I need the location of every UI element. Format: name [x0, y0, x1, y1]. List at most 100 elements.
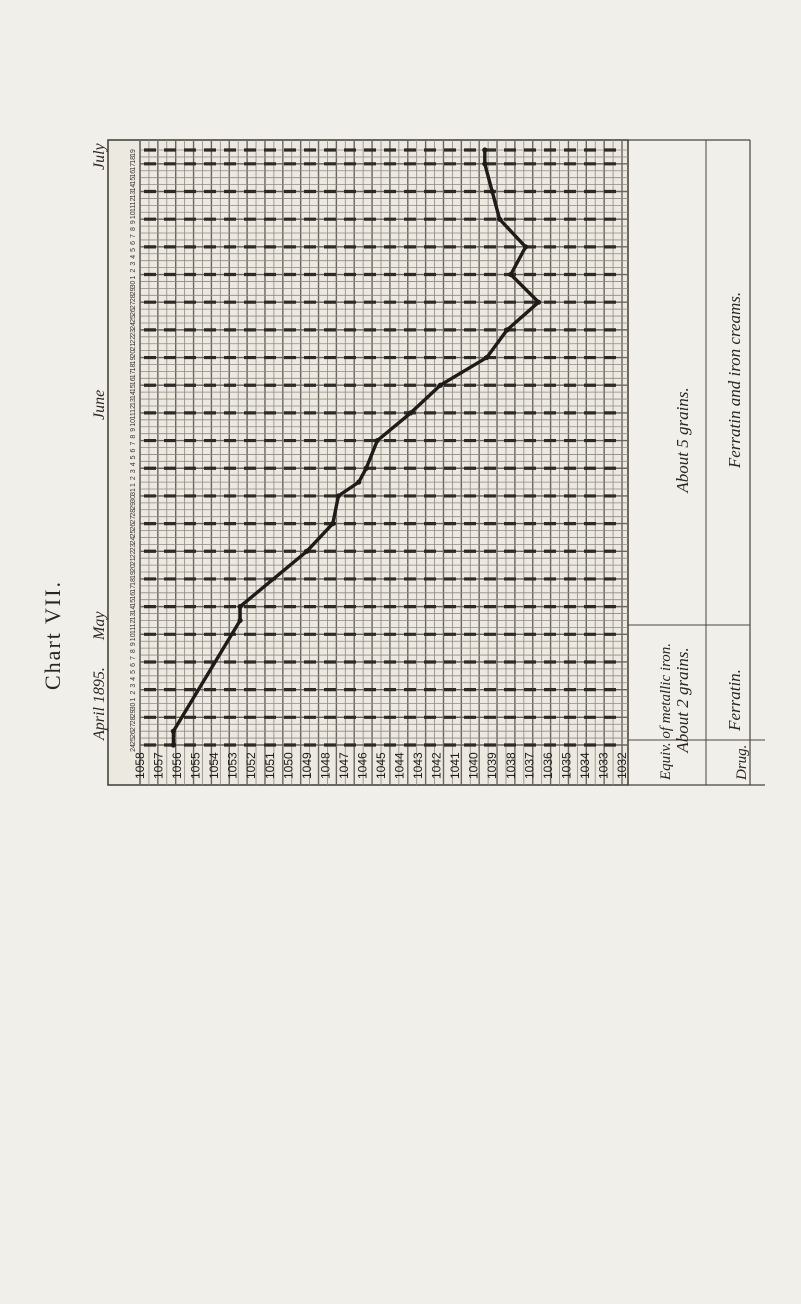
date-tick-label: 26 [130, 308, 137, 316]
date-tick-label: 7 [130, 234, 137, 238]
date-tick-label: 2 [130, 269, 137, 273]
date-tick-label: 24 [130, 744, 137, 752]
data-point [482, 161, 488, 167]
y-tick-label: 1053 [226, 752, 240, 779]
y-tick-label: 1033 [596, 752, 610, 779]
date-tick-label: 9 [130, 220, 137, 224]
data-point [437, 382, 443, 388]
date-tick-label: 27 [130, 301, 137, 309]
data-point [484, 354, 490, 361]
date-ticks: 2425262728293012345678910111213141516171… [130, 149, 137, 752]
date-tick-label: 11 [130, 412, 137, 419]
data-point [237, 604, 243, 610]
data-point [489, 188, 495, 195]
y-tick-label: 1037 [522, 752, 536, 779]
data-point [356, 479, 362, 485]
period-1-amount: About 5 grains. [673, 387, 692, 493]
date-tick-label: 9 [130, 642, 137, 646]
date-tick-label: 13 [130, 613, 137, 621]
date-tick-label: 19 [130, 149, 137, 157]
date-tick-label: 14 [130, 184, 137, 192]
date-tick-label: 14 [130, 606, 137, 614]
date-tick-label: 3 [130, 469, 137, 473]
date-tick-label: 30 [130, 495, 137, 503]
date-tick-label: 16 [130, 377, 137, 385]
data-point [504, 327, 510, 333]
date-tick-label: 27 [130, 723, 137, 731]
y-tick-label: 1046 [355, 752, 369, 779]
date-tick-label: 8 [130, 227, 137, 231]
data-point [363, 465, 369, 471]
date-tick-label: 12 [130, 405, 137, 413]
date-tick-label: 15 [130, 177, 137, 185]
date-tick-label: 1 [130, 483, 137, 487]
date-tick-label: 13 [130, 191, 137, 199]
y-tick-label: 1043 [411, 752, 425, 779]
date-tick-label: 19 [130, 357, 137, 365]
date-tick-label: 16 [130, 592, 137, 600]
date-tick-label: 29 [130, 502, 137, 510]
data-point [304, 548, 310, 554]
date-tick-label: 18 [130, 156, 137, 164]
date-tick-label: 5 [130, 455, 137, 459]
date-tick-label: 20 [130, 564, 137, 572]
gravity-trace [170, 147, 542, 748]
y-tick-label: 1035 [559, 752, 573, 779]
data-point [335, 493, 341, 499]
y-tick-label: 1057 [152, 752, 166, 779]
date-tick-label: 24 [130, 536, 137, 544]
date-tick-label: 10 [130, 419, 137, 427]
date-tick-label: 24 [130, 322, 137, 330]
date-tick-label: 6 [130, 241, 137, 245]
y-tick-label: 1048 [318, 752, 332, 779]
date-tick-label: 1 [130, 275, 137, 279]
date-tick-label: 1 [130, 698, 137, 702]
y-tick-label: 1039 [485, 752, 499, 779]
data-point [374, 437, 380, 444]
date-tick-label: 18 [130, 363, 137, 371]
date-tick-label: 22 [130, 336, 137, 344]
y-tick-label: 1038 [504, 752, 518, 779]
y-tick-label: 1049 [300, 752, 314, 779]
date-tick-label: 31 [130, 488, 137, 496]
y-tick-label: 1044 [393, 752, 407, 779]
date-tick-label: 23 [130, 329, 137, 337]
date-tick-label: 15 [130, 384, 137, 392]
period-2-drug: Ferratin. [725, 669, 744, 732]
data-point [523, 244, 529, 250]
date-tick-label: 22 [130, 550, 137, 558]
date-tick-label: 5 [130, 248, 137, 252]
date-tick-label: 23 [130, 543, 137, 551]
data-point [497, 216, 503, 222]
y-tick-label: 1052 [244, 752, 258, 779]
y-tick-label: 1040 [467, 752, 481, 779]
y-tick-label: 1047 [337, 752, 351, 779]
date-tick-label: 19 [130, 571, 137, 579]
date-tick-label: 6 [130, 448, 137, 452]
date-tick-label: 4 [130, 255, 137, 259]
y-tick-label: 1055 [189, 752, 203, 779]
y-tick-label: 1032 [615, 752, 629, 779]
period-1-drug: Ferratin and iron creams. [725, 292, 744, 469]
date-tick-label: 16 [130, 170, 137, 178]
date-tick-label: 3 [130, 262, 137, 266]
y-tick-label: 1054 [207, 752, 221, 779]
date-tick-label: 28 [130, 294, 137, 302]
y-tick-label: 1042 [430, 752, 444, 779]
date-tick-label: 28 [130, 509, 137, 517]
date-tick-label: 7 [130, 442, 137, 446]
data-point [170, 728, 176, 734]
period-2-amount: About 2 grains. [673, 647, 692, 753]
date-tick-label: 15 [130, 599, 137, 607]
data-point [170, 742, 176, 748]
y-tick-label: 1056 [170, 752, 184, 779]
date-tick-label: 8 [130, 649, 137, 653]
y-tick-label: 1050 [281, 752, 295, 779]
date-tick-label: 12 [130, 197, 137, 205]
date-tick-label: 25 [130, 315, 137, 323]
y-tick-label: 1034 [578, 752, 592, 779]
y-tick-label: 1045 [374, 752, 388, 779]
date-tick-label: 27 [130, 516, 137, 524]
y-tick-label: 1036 [541, 752, 555, 779]
